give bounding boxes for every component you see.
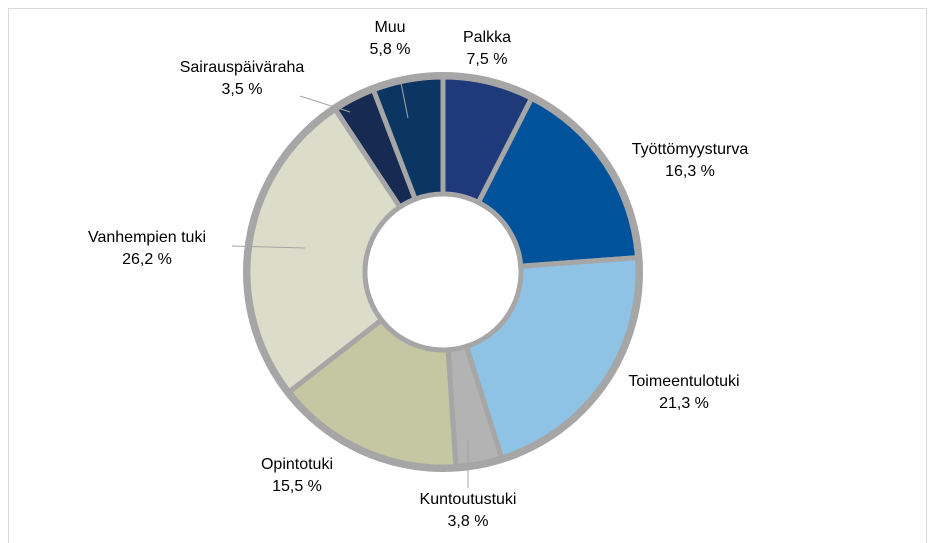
slice-value-label: 7,5 % <box>467 51 508 68</box>
donut-slice <box>285 316 459 470</box>
slice-label: Vanhempien tuki <box>88 229 206 246</box>
leader-line <box>399 77 409 119</box>
slice-label: Sairauspäiväraha <box>180 59 305 76</box>
slice-value-label: 15,5 % <box>272 478 322 495</box>
slice-label: Työttömyysturva <box>632 141 749 158</box>
slice-label: Muu <box>374 19 405 36</box>
donut-slice <box>370 74 446 203</box>
slice-value-label: 3,8 % <box>448 513 489 530</box>
slice-value-label: 26,2 % <box>122 251 172 268</box>
slice-label: Opintotuki <box>261 456 333 473</box>
donut-slice <box>463 254 641 462</box>
chart-frame <box>8 8 927 543</box>
donut-slice <box>475 94 641 269</box>
slice-value-label: 21,3 % <box>659 395 709 412</box>
slice-label: Kuntoutustuki <box>420 491 517 508</box>
slice-label: Palkka <box>463 29 511 46</box>
slice-label: Toimeentulotuki <box>628 373 739 390</box>
donut-slice <box>245 105 404 396</box>
leader-line <box>231 245 306 249</box>
slice-value-label: 16,3 % <box>665 163 715 180</box>
leader-line <box>299 95 351 113</box>
slice-value-label: 3,5 % <box>222 81 263 98</box>
slice-value-label: 5,8 % <box>370 41 411 58</box>
